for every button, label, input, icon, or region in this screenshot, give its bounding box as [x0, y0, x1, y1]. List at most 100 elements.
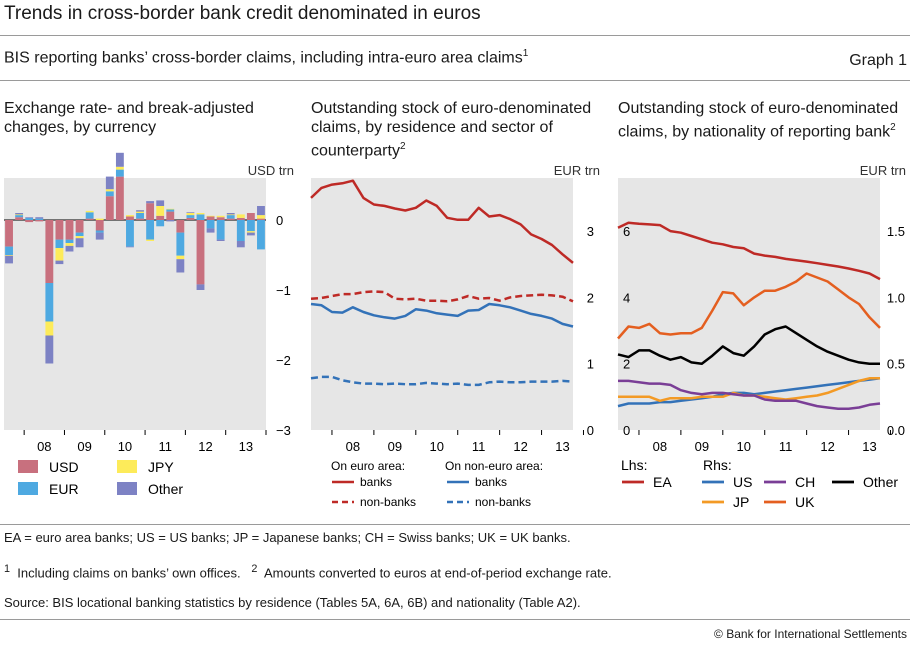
bar-eur-2008Q3	[45, 283, 54, 322]
panel-middle-title: Outstanding stock of euro-denominated cl…	[311, 100, 592, 160]
left-y-tick-label: −1	[276, 283, 291, 298]
right-lhs-tick-label: 4	[623, 290, 630, 305]
bar-other-2010Q1	[105, 176, 114, 190]
legend-label-red-non-banks: non-banks	[360, 495, 416, 509]
bar-eur-2011Q3	[166, 209, 175, 212]
bar-usd-2007Q3	[5, 220, 13, 247]
title-rule	[0, 35, 910, 36]
bar-other-2013Q2	[236, 241, 245, 248]
bar-usd-2010Q2	[115, 176, 124, 220]
legend-label-us: US	[733, 474, 752, 490]
bar-usd-2010Q1	[105, 196, 114, 220]
bar-usd-2012Q2	[196, 220, 205, 285]
legend-label-blue-banks: banks	[475, 475, 507, 489]
left-x-label-09: 09	[77, 439, 91, 454]
right-x-label-12: 12	[820, 439, 834, 454]
chart-right: 08 09 10 11 12 13 0 2 4 6 0.0 0.5 1.0 1.5	[617, 178, 905, 454]
legend-label-red-banks: banks	[360, 475, 392, 489]
bar-other-2007Q4	[15, 213, 24, 215]
bar-other-2008Q3	[45, 335, 54, 364]
middle-x-label-12: 12	[513, 439, 527, 454]
bar-eur-2007Q3	[5, 246, 13, 255]
bar-jpy-2008Q4	[55, 248, 64, 261]
right-line-us	[617, 377, 881, 408]
page-title: Trends in cross-border bank credit denom…	[4, 3, 481, 24]
right-rhs-tick-label: 1.0	[887, 290, 905, 305]
middle-x-label-10: 10	[430, 439, 444, 454]
bar-usd-2010Q4	[136, 218, 144, 220]
footnote-2: Amounts converted to euros at end-of-per…	[263, 565, 612, 581]
bar-eur-2010Q1	[105, 191, 114, 197]
subtitle-rule	[0, 80, 910, 81]
bar-eur-2012Q4	[216, 220, 225, 240]
bar-other-2012Q1	[186, 212, 195, 213]
bar-eur-2010Q2	[115, 169, 124, 177]
bar-usd-2008Q3	[45, 220, 54, 283]
bar-other-2010Q2	[115, 152, 124, 167]
bar-other-2013Q4	[257, 206, 265, 216]
bar-jpy-2009Q1	[65, 243, 74, 246]
bar-eur-2009Q2	[75, 232, 84, 237]
left-x-label-11: 11	[158, 439, 172, 454]
middle-y-tick-label: 1	[587, 357, 594, 372]
right-rhs-tick-label: 1.5	[887, 224, 905, 239]
middle-line-banks	[310, 302, 574, 328]
panel-right-unit: EUR trn	[859, 163, 906, 178]
bar-eur-2012Q3	[206, 220, 215, 229]
panel-right-title: Outstanding stock of euro-denominated cl…	[618, 100, 899, 141]
bar-eur-2009Q1	[65, 239, 74, 244]
bar-eur-2011Q4	[176, 232, 185, 256]
bar-other-2009Q4	[95, 232, 104, 240]
panel-left-unit: USD trn	[247, 163, 294, 178]
chart-legends: USD JPY EUR Other On euro area: On non-euro a…	[18, 457, 898, 510]
bar-eur-2013Q1	[226, 215, 235, 219]
bar-usd-2007Q4	[15, 217, 24, 220]
bar-usd-2011Q4	[176, 220, 185, 233]
bar-usd-2013Q3	[246, 213, 255, 220]
bar-usd-2008Q4	[55, 220, 64, 240]
bar-other-2008Q1	[25, 217, 34, 218]
left-x-label-12: 12	[198, 439, 212, 454]
bar-usd-2013Q4	[257, 218, 265, 220]
bar-usd-2013Q1	[226, 218, 235, 220]
legend-label-usd: USD	[49, 459, 79, 475]
panel-middle-footnote-ref: 2	[399, 141, 406, 152]
bar-jpy-2011Q3	[166, 208, 175, 210]
footer-rule	[0, 524, 910, 525]
right-x-label-11: 11	[779, 439, 793, 454]
bar-jpy-2011Q1	[146, 239, 155, 241]
right-rhs-tick-label: 0.0	[887, 423, 905, 438]
bar-other-2008Q4	[55, 260, 64, 265]
legend-header-euro-area: On euro area:	[331, 459, 405, 473]
bar-eur-2013Q2	[236, 220, 245, 241]
footnote-1: Including claims on banks’ own offices.	[17, 565, 241, 581]
bar-usd-2012Q1	[186, 217, 195, 220]
legend-swatch-jpy	[117, 460, 137, 473]
bar-eur-2011Q1	[146, 220, 155, 240]
right-line-other	[617, 325, 880, 365]
bottom-rule	[0, 619, 910, 620]
bar-jpy-2010Q3	[126, 215, 134, 217]
page-subtitle: BIS reporting banks’ cross-border claims…	[4, 48, 529, 67]
right-x-label-10: 10	[737, 439, 751, 454]
bar-other-2009Q1	[65, 245, 74, 252]
bar-usd-2012Q4	[216, 217, 225, 220]
legend-header-rhs: Rhs:	[703, 457, 732, 473]
legend-label-eur: EUR	[49, 481, 79, 497]
left-y-tick-label: 0	[276, 213, 283, 228]
bar-other-2011Q1	[146, 201, 155, 204]
bar-usd-2013Q2	[236, 217, 245, 220]
bar-jpy-2009Q3	[85, 210, 94, 213]
bar-usd-2008Q1	[25, 220, 34, 223]
bar-eur-2010Q3	[126, 220, 134, 247]
middle-line-banks	[310, 179, 574, 264]
footnote-1-number: 1	[4, 563, 11, 575]
legend-label-uk: UK	[795, 494, 815, 510]
bar-jpy-2013Q3	[246, 231, 255, 233]
bar-jpy-2013Q1	[226, 214, 235, 216]
middle-line-non-banks-dashed	[310, 290, 574, 303]
bar-eur-2009Q4	[95, 230, 104, 233]
middle-x-label-09: 09	[388, 439, 402, 454]
right-x-label-09: 09	[695, 439, 709, 454]
